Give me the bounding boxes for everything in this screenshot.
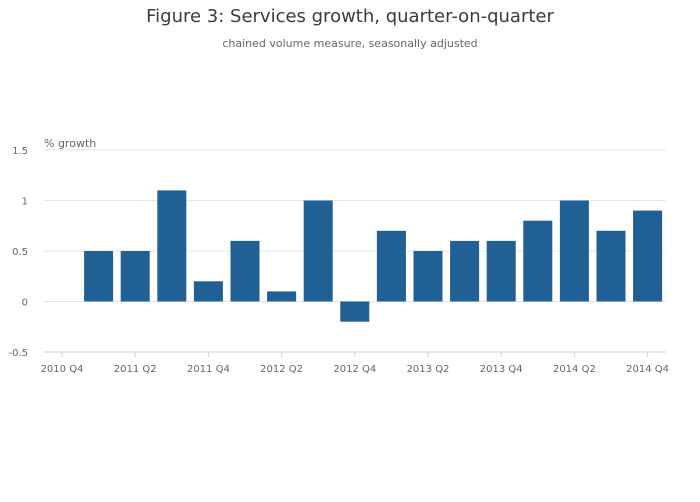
y-tick-label: 1 bbox=[22, 197, 28, 208]
bar-2012-q4 bbox=[340, 301, 370, 322]
y-axis-ticks: -0.5 0 0.5 1 1.5 bbox=[8, 146, 28, 359]
bar-2011-q4 bbox=[193, 281, 223, 302]
bar-2013-q3 bbox=[450, 240, 480, 302]
x-tick-label: 2013 Q2 bbox=[407, 364, 450, 375]
y-axis-label: % growth bbox=[44, 137, 96, 150]
bar-2014-q3 bbox=[596, 230, 626, 302]
y-tick-label: 0.5 bbox=[12, 247, 28, 258]
x-tick-label: 2012 Q4 bbox=[333, 364, 376, 375]
x-tick-label: 2011 Q4 bbox=[187, 364, 230, 375]
x-axis-ticks: 2010 Q4 2011 Q2 2011 Q4 2012 Q2 2012 Q4 2013 … bbox=[41, 352, 669, 375]
x-tick-label: 2011 Q2 bbox=[114, 364, 157, 375]
bar-2011-q2 bbox=[120, 251, 150, 302]
bar-2011-q3 bbox=[157, 190, 187, 302]
bar-2011-q1 bbox=[84, 251, 114, 302]
bar-2014-q4 bbox=[633, 210, 663, 302]
bar-2013-q1 bbox=[376, 230, 406, 302]
bar-2012-q3 bbox=[303, 200, 333, 302]
x-tick-label: 2014 Q2 bbox=[553, 364, 596, 375]
bar-2012-q2 bbox=[267, 291, 297, 302]
y-tick-label: 0 bbox=[22, 298, 28, 309]
y-tick-label: 1.5 bbox=[12, 146, 28, 157]
chart-subtitle: chained volume measure, seasonally adjus… bbox=[222, 37, 478, 50]
x-tick-label: 2014 Q4 bbox=[626, 364, 669, 375]
x-tick-label: 2012 Q2 bbox=[260, 364, 303, 375]
bars bbox=[84, 190, 663, 322]
bar-2013-q2 bbox=[413, 251, 443, 302]
chart-title: Figure 3: Services growth, quarter-on-qu… bbox=[146, 6, 554, 27]
bar-2013-q4 bbox=[486, 240, 516, 302]
bar-2014-q1 bbox=[523, 220, 553, 302]
y-tick-label: -0.5 bbox=[8, 348, 28, 359]
bar-2014-q2 bbox=[559, 200, 589, 302]
bar-2012-q1 bbox=[230, 240, 260, 302]
x-tick-label: 2010 Q4 bbox=[41, 364, 84, 375]
x-tick-label: 2013 Q4 bbox=[480, 364, 523, 375]
